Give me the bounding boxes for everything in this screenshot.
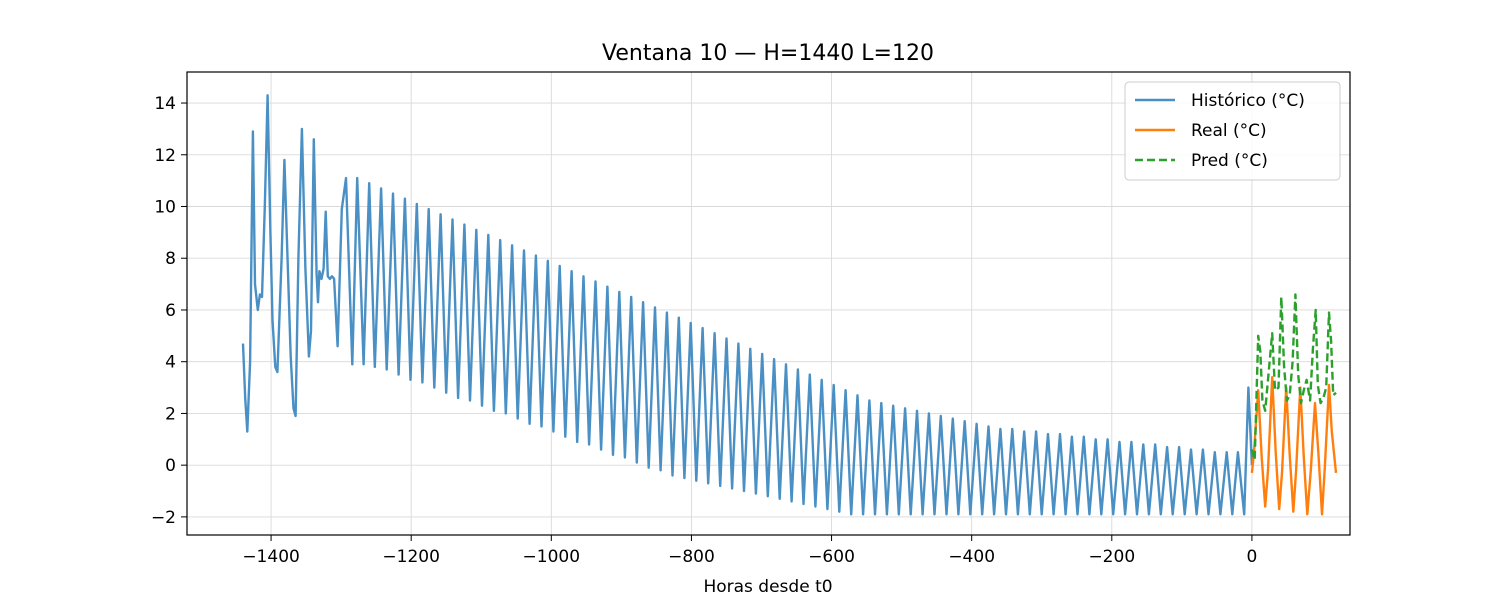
y-tick-label: 2 bbox=[165, 404, 176, 424]
y-tick-label: 10 bbox=[154, 198, 176, 218]
series-line-2 bbox=[1250, 293, 1337, 462]
series-line-0 bbox=[241, 94, 1254, 516]
x-tick-label: −1400 bbox=[242, 547, 300, 567]
series-lines bbox=[241, 94, 1338, 516]
chart-title: Ventana 10 — H=1440 L=120 bbox=[602, 41, 934, 66]
x-tick-label: 0 bbox=[1247, 547, 1258, 567]
y-tick-label: −2 bbox=[151, 508, 176, 528]
y-tick-label: 14 bbox=[154, 94, 176, 114]
x-tick-label: −600 bbox=[808, 547, 855, 567]
legend-label-0: Histórico (°C) bbox=[1191, 91, 1305, 111]
legend-label-2: Pred (°C) bbox=[1191, 151, 1268, 171]
x-tick-label: −1000 bbox=[523, 547, 581, 567]
legend-label-1: Real (°C) bbox=[1191, 121, 1267, 141]
series-line-1 bbox=[1250, 376, 1338, 516]
y-tick-label: 0 bbox=[165, 456, 176, 476]
x-tick-label: −1200 bbox=[382, 547, 440, 567]
y-tick-label: 12 bbox=[154, 146, 176, 166]
y-tick-label: 4 bbox=[165, 353, 176, 373]
x-tick-label: −800 bbox=[668, 547, 715, 567]
plot-area-frame bbox=[186, 71, 1351, 536]
x-axis-title: Horas desde t0 bbox=[703, 577, 832, 597]
legend: Histórico (°C) Real (°C) Pred (°C) bbox=[1124, 81, 1341, 181]
x-tick-label: −400 bbox=[948, 547, 995, 567]
axis-ticks: −1400 −1200 −1000 −800 −600 −400 −200 0 −2 0 2 4 6 8 1… bbox=[151, 94, 1257, 567]
y-tick-label: 8 bbox=[165, 249, 176, 269]
x-tick-label: −200 bbox=[1088, 547, 1135, 567]
legend-box bbox=[1124, 81, 1341, 181]
y-tick-label: 6 bbox=[165, 301, 176, 321]
